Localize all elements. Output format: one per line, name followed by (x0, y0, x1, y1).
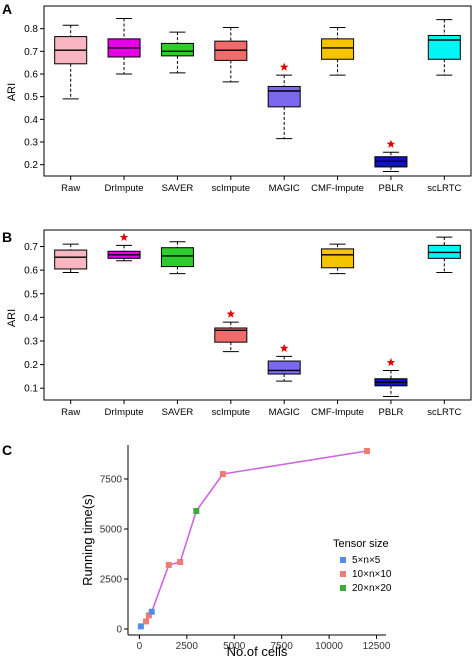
box-magic (267, 85, 301, 108)
y-tick-label: 5000 (100, 525, 123, 536)
significance-star (279, 62, 289, 71)
data-point (143, 618, 150, 625)
box-saver (160, 42, 194, 57)
x-tick-label: 7500 (271, 641, 294, 652)
y-tick-label: 0.2 (24, 160, 38, 171)
x-tick-label: 0 (137, 641, 143, 652)
y-tick-label: 0.6 (24, 70, 38, 81)
legend-title: Tensor size (333, 538, 389, 550)
data-point (137, 623, 144, 630)
x-tick-label: CMF-Impute (311, 183, 364, 194)
y-tick-label: 2500 (100, 575, 123, 586)
panel-c-ylabel: Running time(s) (80, 494, 95, 586)
x-tick-label: scImpute (212, 183, 251, 194)
panel-b-boxplot: ARI 0.1 0.2 0.3 0.4 0.5 0.6 0.7 Raw DrImpute SAVE… (6, 229, 472, 418)
y-tick-label: 0.3 (24, 138, 38, 149)
panel-c-xlabel: No.of cells (227, 644, 288, 658)
panel-a-boxplot: ARI 0.2 0.3 0.4 0.5 0.6 0.7 0.8 Raw DrImpute SAVE… (6, 5, 472, 194)
x-tick-label: scLRTC (427, 407, 461, 418)
y-tick-label: 0.5 (24, 92, 38, 103)
data-point (145, 612, 152, 619)
y-tick-label: 0.5 (24, 289, 38, 300)
x-tick-label: MAGIC (269, 407, 300, 418)
x-tick-label: SAVER (162, 407, 194, 418)
x-tick-label: Raw (61, 407, 80, 418)
x-tick-label: 12500 (363, 641, 391, 652)
y-tick-label: 0 (116, 625, 122, 636)
panel-b-ylabel: ARI (6, 309, 18, 327)
x-tick-label: PBLR (379, 407, 404, 418)
y-tick-label: 0.2 (24, 360, 38, 371)
x-tick-label: scImpute (212, 407, 251, 418)
box-cmf-impute (321, 38, 355, 60)
box-raw (54, 249, 88, 270)
panel-b-frame (43, 229, 472, 401)
significance-star (119, 232, 129, 241)
significance-star (386, 357, 396, 367)
panel-c-linechart: Running time(s) No.of cells 0 2500 5000 750… (80, 445, 392, 658)
x-tick-label: Raw (61, 183, 80, 194)
box-sclrtc (427, 34, 461, 60)
data-point (219, 471, 226, 477)
box-scimpute (214, 327, 248, 343)
x-tick-label: 10000 (315, 641, 343, 652)
y-tick-label: 7500 (100, 475, 123, 486)
data-point (364, 448, 371, 454)
significance-star (226, 309, 236, 318)
x-tick-label: scLRTC (427, 183, 461, 194)
x-tick-label: SAVER (162, 183, 194, 194)
x-tick-label: MAGIC (269, 183, 300, 194)
x-tick-label: DrImpute (105, 407, 144, 418)
data-point (193, 508, 200, 514)
legend-label-1: 5×n×5 (352, 555, 381, 566)
panel-a-ylabel: ARI (6, 83, 18, 101)
significance-star (279, 343, 289, 352)
y-tick-label: 0.4 (24, 313, 38, 324)
box-cmf-impute (321, 248, 355, 269)
legend: Tensor size 5×n×5 10×n×10 20×n×20 (333, 538, 392, 594)
box-saver (160, 247, 194, 268)
panel-a-marks: 0.2 0.3 0.4 0.5 0.6 0.7 0.8 Raw DrImpute SAVER scI… (24, 17, 462, 194)
x-tick-label: 2500 (176, 641, 199, 652)
x-tick-label: 5000 (223, 641, 246, 652)
legend-label-2: 10×n×10 (352, 569, 392, 580)
x-tick-label: DrImpute (105, 183, 144, 194)
y-tick-label: 0.3 (24, 336, 38, 347)
y-tick-label: 0.4 (24, 115, 38, 126)
y-tick-label: 0.1 (24, 384, 38, 395)
box-magic (267, 360, 301, 375)
panel-a-frame (43, 5, 472, 177)
data-point (148, 608, 155, 615)
y-tick-label: 0.6 (24, 266, 38, 277)
panel-label-b: B (2, 229, 12, 245)
panel-c-plot-bg (128, 445, 386, 635)
legend-swatch-1 (340, 557, 346, 563)
data-point (165, 562, 172, 568)
panel-b-marks: 0.1 0.2 0.3 0.4 0.5 0.6 0.7 Raw DrImpute SAVER scI… (24, 232, 462, 418)
panel-label-a: A (2, 1, 12, 17)
legend-swatch-3 (340, 585, 346, 591)
x-tick-label: PBLR (379, 183, 404, 194)
significance-star (386, 139, 396, 148)
y-tick-label: 0.7 (24, 242, 38, 253)
legend-label-3: 20×n×20 (352, 583, 392, 594)
y-tick-label: 0.7 (24, 47, 38, 58)
panel-c-marks: 0 2500 5000 7500 10000 12500 0 2500 5000 7500 (100, 448, 391, 652)
x-tick-label: CMF-Impute (311, 407, 364, 418)
panel-label-c: C (2, 442, 12, 458)
data-point (177, 559, 184, 565)
legend-swatch-2 (340, 571, 346, 577)
y-tick-label: 0.8 (24, 24, 38, 35)
